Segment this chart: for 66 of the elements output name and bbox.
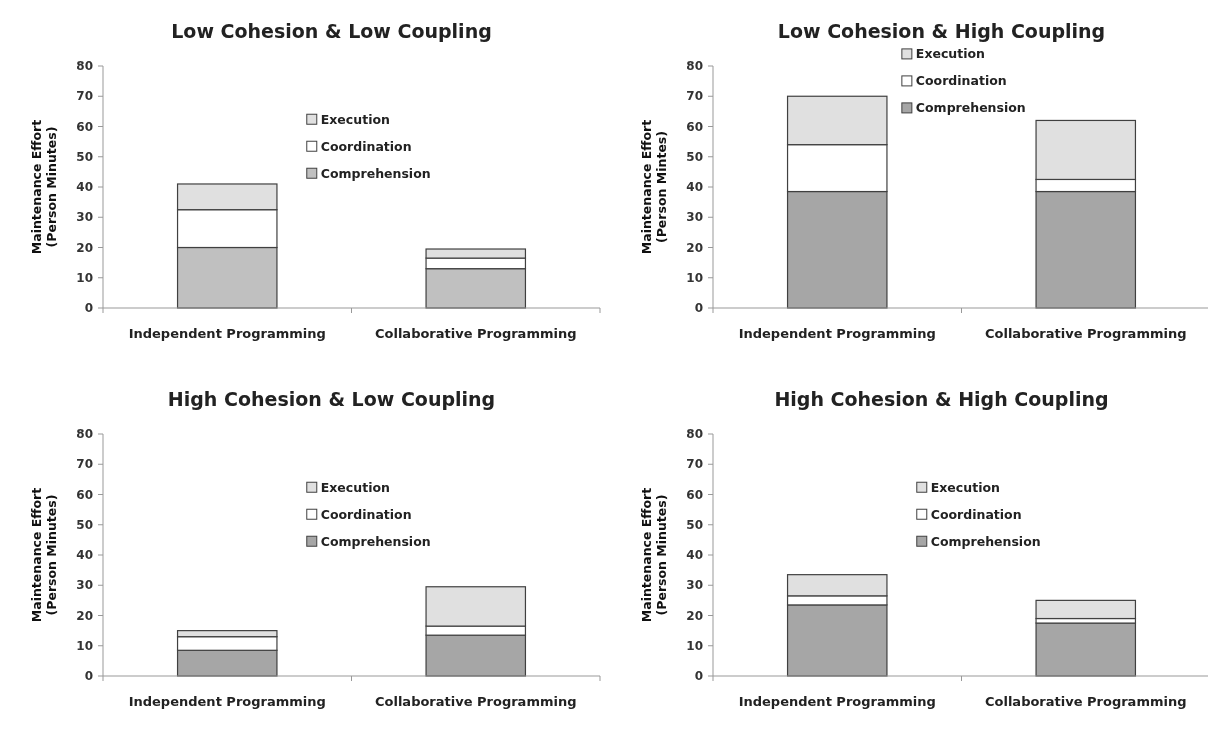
y-tick-label: 60 [686, 119, 703, 134]
legend-label: Comprehension [320, 533, 431, 549]
x-tick-label: Collaborative Programming [374, 326, 577, 341]
legend-label: Execution [915, 46, 985, 62]
y-tick-label: 20 [686, 240, 703, 255]
y-tick-label: 80 [76, 59, 93, 74]
x-tick-label: Collaborative Programming [984, 694, 1187, 709]
x-tick-label: Independent Programming [128, 326, 326, 341]
legend-label: Execution [930, 479, 1000, 495]
y-tick-label: 30 [686, 210, 703, 225]
y-tick-label: 60 [76, 487, 93, 502]
y-tick-label: 70 [686, 89, 703, 104]
y-tick-label: 40 [686, 548, 703, 563]
legend-label: Coordination [915, 73, 1007, 89]
y-tick-label: 0 [84, 669, 93, 684]
y-tick-label: 60 [686, 487, 703, 502]
y-tick-label: 10 [76, 270, 93, 285]
y-axis-title: Maintenance Effort (Person Mintes) [639, 119, 669, 255]
legend-label: Coordination [930, 506, 1022, 522]
y-tick-label: 30 [686, 578, 703, 593]
y-tick-label: 0 [694, 669, 703, 684]
x-tick-label: Independent Programming [738, 694, 936, 709]
chart-title: Low Cohesion & High Coupling [777, 20, 1106, 42]
x-tick-label: Collaborative Programming [374, 694, 577, 709]
x-tick-label: Independent Programming [128, 694, 326, 709]
chart-title: Low Cohesion & Low Coupling [171, 20, 492, 42]
y-tick-label: 50 [686, 517, 703, 532]
y-tick-label: 10 [686, 638, 703, 653]
legend-label: Comprehension [320, 165, 431, 181]
y-tick-label: 0 [84, 301, 93, 316]
y-tick-label: 20 [686, 608, 703, 623]
y-tick-label: 70 [76, 89, 93, 104]
y-tick-label: 40 [76, 180, 93, 195]
y-tick-label: 10 [686, 270, 703, 285]
chart-title: High Cohesion & High Coupling [774, 388, 1109, 410]
y-axis-title: Maintenance Effort (Person Minutes) [639, 487, 669, 623]
legend-label: Coordination [320, 138, 412, 154]
y-tick-label: 30 [76, 210, 93, 225]
legend-label: Comprehension [915, 100, 1026, 116]
y-tick-label: 70 [686, 457, 703, 472]
legend-label: Coordination [320, 506, 412, 522]
y-axis-title: Maintenance Effort (Person Minutes) [29, 487, 59, 623]
y-tick-label: 0 [694, 301, 703, 316]
bar [1035, 599, 1137, 620]
y-tick-label: 80 [686, 427, 703, 442]
x-tick-label: Independent Programming [738, 326, 936, 341]
y-tick-label: 50 [76, 517, 93, 532]
y-tick-label: 30 [76, 578, 93, 593]
y-tick-label: 40 [686, 180, 703, 195]
y-tick-label: 50 [686, 149, 703, 164]
y-tick-label: 80 [76, 427, 93, 442]
y-tick-label: 80 [686, 59, 703, 74]
y-axis-title: Maintenance Effort (Person Minutes) [29, 119, 59, 255]
y-tick-label: 10 [76, 638, 93, 653]
y-tick-label: 20 [76, 240, 93, 255]
y-tick-label: 40 [76, 548, 93, 563]
legend-label: Execution [320, 111, 390, 127]
x-tick-label: Collaborative Programming [984, 326, 1187, 341]
y-tick-label: 20 [76, 608, 93, 623]
y-tick-label: 50 [76, 149, 93, 164]
y-tick-label: 70 [76, 457, 93, 472]
chart-title: High Cohesion & Low Coupling [167, 388, 496, 410]
y-tick-label: 60 [76, 119, 93, 134]
bar [1035, 622, 1137, 677]
legend-label: Comprehension [930, 533, 1041, 549]
legend-label: Execution [320, 479, 390, 495]
